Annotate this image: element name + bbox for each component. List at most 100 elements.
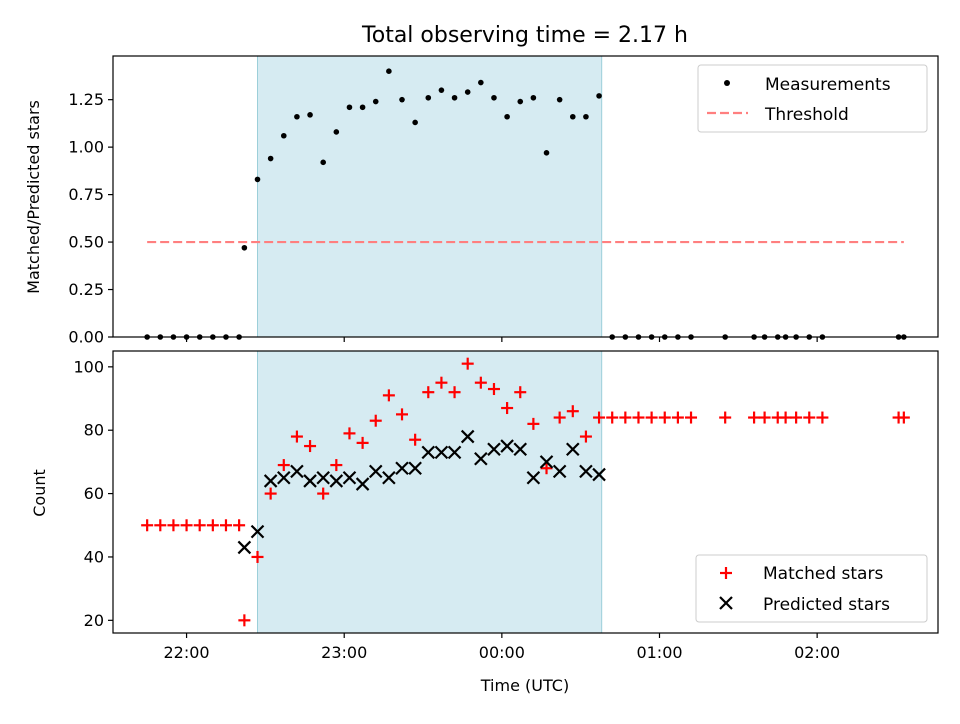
matched-star-point [779, 411, 792, 424]
measurement-point [517, 98, 524, 105]
x-tick-label: 22:00 [164, 643, 210, 662]
bottom-shaded-region [257, 350, 603, 634]
predicted-star-point [355, 477, 370, 491]
matched-star-point [897, 411, 910, 424]
matched-star-point [304, 440, 317, 453]
bottom-legend: Matched stars Predicted stars [695, 554, 928, 623]
matched-star-point [141, 519, 154, 532]
matched-star-point [264, 487, 277, 500]
predicted-star-point [526, 470, 541, 485]
matched-star-point [758, 411, 771, 424]
measurement-point [543, 150, 550, 156]
matched-star-point [343, 427, 356, 440]
predicted-star-point [421, 445, 436, 460]
predicted-star-point [566, 442, 580, 457]
predicted-star-point [303, 474, 317, 488]
chart-title: Total observing time = 2.17 h [361, 23, 688, 48]
measurement-point [425, 94, 432, 101]
matched-star-point [193, 519, 206, 532]
y-tick-label: 100 [73, 357, 104, 376]
top-x-ticks [185, 337, 818, 342]
measurement-point [596, 93, 602, 99]
predicted-star-point [382, 470, 396, 485]
bottom-x-axis: 22:00 23:00 00:00 01:00 02:00 [164, 633, 840, 662]
predicted-star-point [408, 461, 422, 476]
x-axis-label: Time (UTC) [480, 676, 569, 695]
matched-star-point [632, 411, 645, 424]
matched-star-point [154, 519, 167, 532]
y-tick-label: 20 [84, 611, 104, 630]
matched-star-point [566, 405, 579, 418]
matched-star-point [409, 433, 422, 446]
predicted-star-point [513, 442, 528, 457]
legend-threshold-label: Threshold [764, 105, 849, 125]
predicted-star-point [539, 455, 554, 469]
predicted-star-point [552, 464, 567, 479]
y-tick-label: 0.50 [68, 233, 104, 252]
predicted-star-point [342, 470, 357, 485]
matched-star-point [501, 402, 514, 415]
measurement-point [320, 159, 326, 166]
predicted-star-point [290, 464, 304, 479]
matched-star-point [816, 411, 829, 424]
matched-star-point [553, 411, 566, 424]
predicted-star-point [447, 445, 462, 460]
measurement-point [267, 155, 274, 162]
predicted-star-point [487, 442, 501, 457]
matched-star-point [382, 389, 395, 402]
measurement-point [359, 104, 366, 111]
predicted-star-point [277, 470, 291, 485]
matched-star-point [685, 411, 698, 424]
y-tick-label: 1.00 [68, 138, 104, 157]
measurements-legend-marker [724, 80, 730, 86]
matched-star-point [540, 462, 553, 475]
y-tick-label: 0.75 [68, 185, 104, 204]
predicted-star-point [237, 540, 252, 555]
x-tick-label: 00:00 [479, 643, 525, 662]
matched-star-point [290, 430, 303, 443]
matched-star-point [487, 383, 500, 396]
measurement-point [412, 119, 418, 126]
predicted-star-point [368, 464, 383, 479]
matched-star-point [277, 459, 290, 472]
matched-star-point [619, 411, 632, 424]
measurement-point [438, 87, 445, 93]
matched-star-point [593, 411, 606, 424]
measurement-point [346, 104, 353, 111]
matched-star-point [514, 386, 527, 399]
matched-star-point [356, 436, 369, 449]
measurement-point [583, 113, 589, 120]
matched-stars-legend-marker [720, 567, 732, 579]
y-tick-label: 0.00 [68, 328, 104, 347]
bottom-plot-frame [112, 350, 939, 634]
measurement-point [294, 113, 300, 120]
predicted-stars-legend-marker [719, 596, 733, 610]
matched-star-point [790, 411, 803, 424]
predicted-star-point [263, 474, 278, 488]
matched-star-point [645, 411, 658, 424]
matched-star-point [233, 519, 246, 532]
matched-star-point [180, 519, 193, 532]
bottom-panel: 20 40 60 80 100 22:00 23:00 00:00 01:00 02:00 Co… [30, 350, 939, 695]
matched-star-point [579, 430, 592, 443]
matched-star-point [396, 408, 409, 421]
matched-star-point [671, 411, 684, 424]
matched-star-point [206, 519, 219, 532]
measurement-point [530, 94, 537, 101]
x-tick-label: 01:00 [636, 643, 682, 662]
matched-star-point [435, 376, 448, 389]
matched-star-point [219, 519, 232, 532]
top-y-axis: 0.00 0.25 0.50 0.75 1.00 1.25 [68, 90, 113, 347]
legend-predicted-stars-label: Predicted stars [763, 595, 890, 615]
measurement-point [478, 79, 484, 86]
matched-star-point [474, 376, 487, 389]
x-tick-label: 23:00 [321, 643, 367, 662]
predicted-star-point [474, 451, 488, 466]
predicted-star-point [329, 474, 344, 488]
legend-matched-stars-label: Matched stars [763, 564, 883, 584]
top-shaded-region [257, 55, 603, 338]
y-tick-label: 40 [84, 547, 104, 566]
measurement-point [333, 129, 340, 135]
measurement-point [386, 68, 392, 74]
